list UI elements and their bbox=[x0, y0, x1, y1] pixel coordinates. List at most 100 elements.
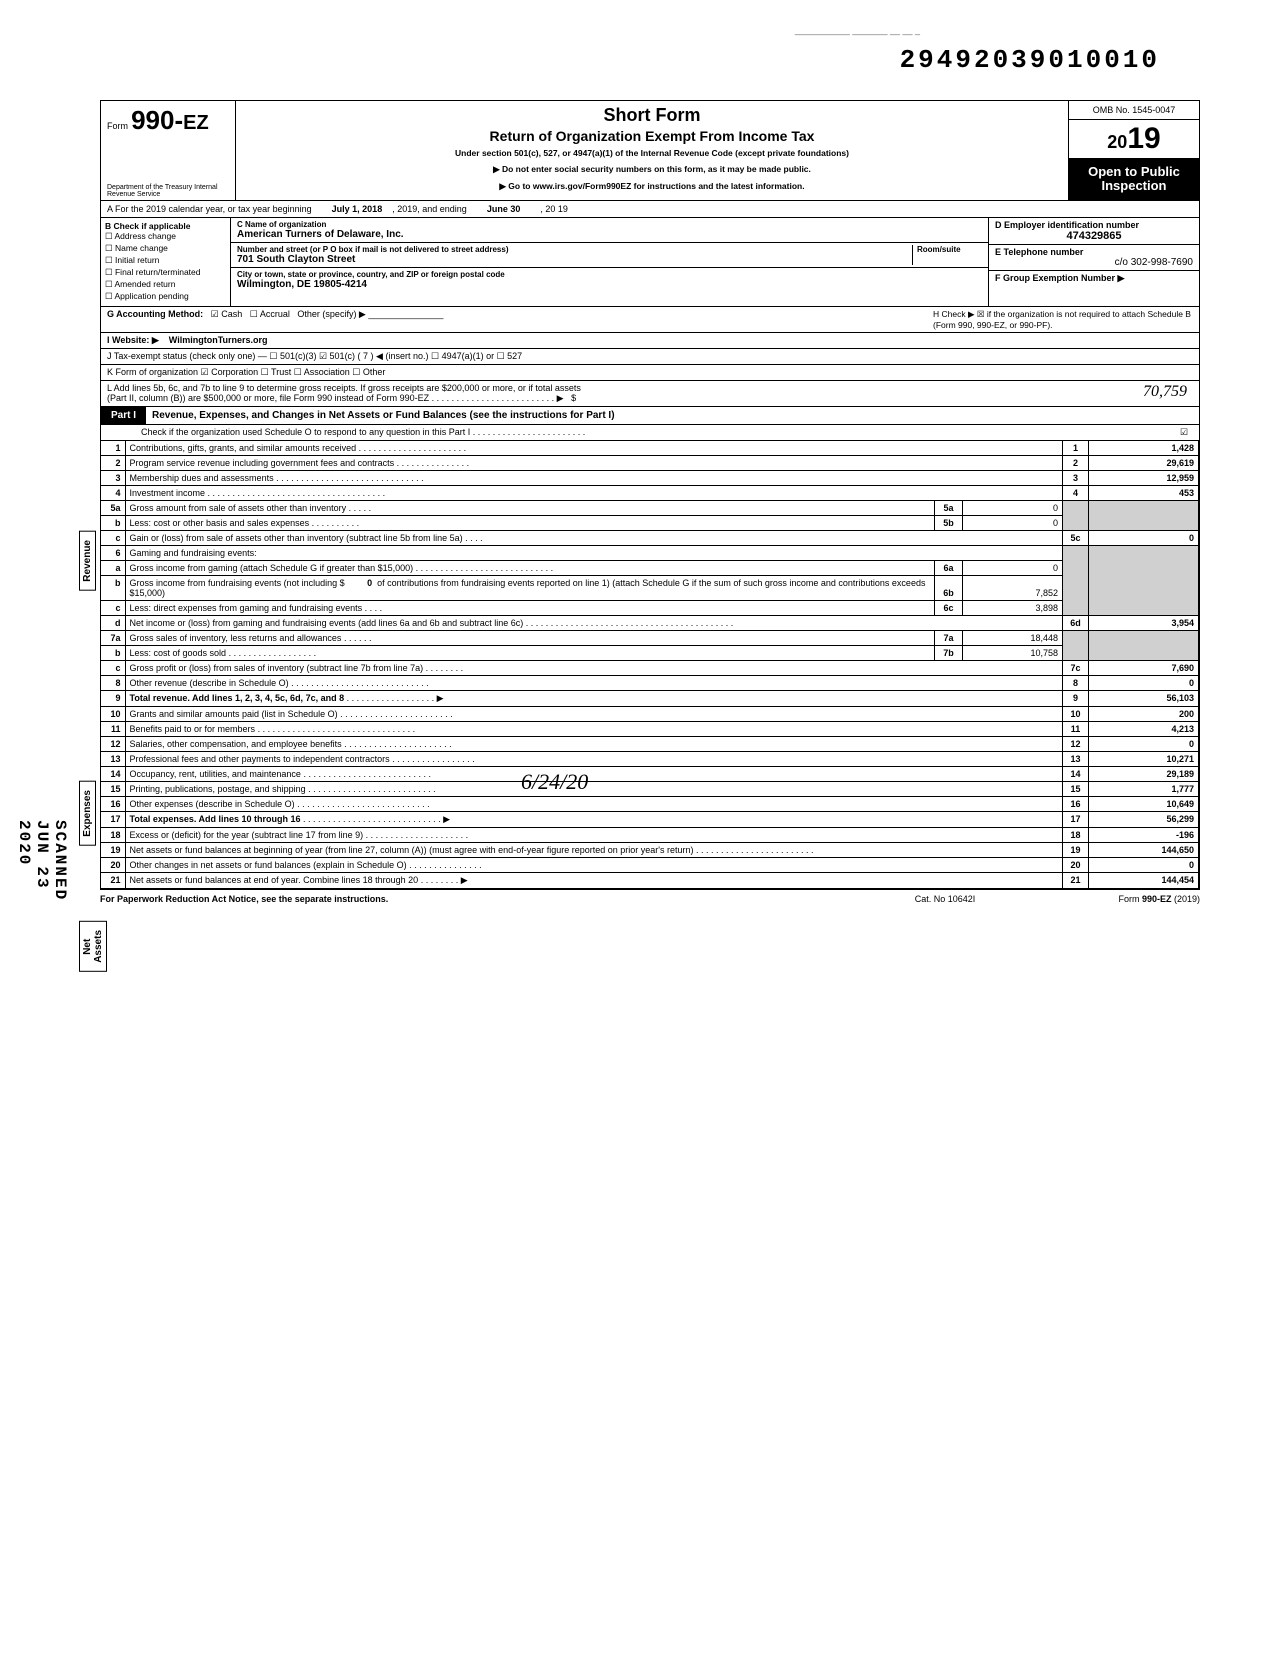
group-exempt-label: F Group Exemption Number ▶ bbox=[995, 273, 1124, 283]
cat-no: Cat. No 10642I bbox=[870, 894, 1020, 904]
street-label: Number and street (or P O box if mail is… bbox=[237, 245, 912, 254]
section-e: E Telephone number c/o 302-998-7690 bbox=[989, 245, 1199, 271]
city-row: City or town, state or province, country… bbox=[231, 268, 988, 292]
chk-final-return[interactable]: Final return/terminated bbox=[105, 267, 226, 278]
chk-name-change[interactable]: Name change bbox=[105, 243, 226, 254]
scanned-stamp: SCANNED JUN 23 2020 bbox=[15, 820, 69, 908]
section-a-end2: , 20 19 bbox=[540, 204, 568, 214]
section-a-mid: , 2019, and ending bbox=[392, 204, 467, 214]
under-section: Under section 501(c), 527, or 4947(a)(1)… bbox=[244, 148, 1060, 158]
line-19: 19Net assets or fund balances at beginni… bbox=[101, 842, 1199, 857]
line-5c: cGain or (loss) from sale of assets othe… bbox=[101, 530, 1199, 545]
row-l-text1: L Add lines 5b, 6c, and 7b to line 9 to … bbox=[107, 383, 1063, 393]
website-note: ▶ Go to www.irs.gov/Form990EZ for instru… bbox=[244, 181, 1060, 192]
other-specify: Other (specify) ▶ bbox=[297, 309, 365, 319]
lines-table: 1Contributions, gifts, grants, and simil… bbox=[101, 441, 1199, 889]
netassets-label: Net Assets bbox=[79, 921, 107, 972]
line-4: 4Investment income . . . . . . . . . . .… bbox=[101, 485, 1199, 500]
street: 701 South Clayton Street bbox=[237, 254, 912, 265]
phone-value: c/o 302-998-7690 bbox=[995, 257, 1193, 268]
row-g-h: G Accounting Method: Cash Accrual Other … bbox=[101, 307, 1199, 333]
tax-year: 2019 bbox=[1069, 120, 1199, 159]
form-number-ez: EZ bbox=[183, 112, 209, 134]
line-16: 16Other expenses (describe in Schedule O… bbox=[101, 796, 1199, 811]
form-container: SCANNED JUN 23 2020 Form 990-EZ Departme… bbox=[100, 100, 1200, 908]
section-b-label: B Check if applicable bbox=[105, 221, 191, 231]
line-2: 2Program service revenue including gover… bbox=[101, 455, 1199, 470]
line-7b: bLess: cost of goods sold . . . . . . . … bbox=[101, 645, 1199, 660]
line-5a: 5aGross amount from sale of assets other… bbox=[101, 500, 1199, 515]
line-3: 3Membership dues and assessments . . . .… bbox=[101, 470, 1199, 485]
section-b: B Check if applicable Address change Nam… bbox=[101, 218, 231, 306]
section-f: F Group Exemption Number ▶ bbox=[989, 271, 1199, 295]
form-title: Short Form bbox=[244, 105, 1060, 126]
line-7a: 7aGross sales of inventory, less returns… bbox=[101, 630, 1199, 645]
org-name-label: C Name of organization bbox=[237, 220, 982, 229]
ssn-note: ▶ Do not enter social security numbers o… bbox=[244, 164, 1060, 175]
header-center: Short Form Return of Organization Exempt… bbox=[236, 101, 1069, 200]
form-ref: Form 990-EZ (2019) bbox=[1020, 894, 1200, 904]
chk-initial-return[interactable]: Initial return bbox=[105, 255, 226, 266]
chk-address-change[interactable]: Address change bbox=[105, 231, 226, 242]
form-header: Form 990-EZ Department of the Treasury I… bbox=[101, 101, 1199, 201]
line-7c: cGross profit or (loss) from sales of in… bbox=[101, 660, 1199, 675]
row-g: G Accounting Method: Cash Accrual Other … bbox=[107, 309, 933, 330]
section-a-label: A For the 2019 calendar year, or tax yea… bbox=[107, 204, 312, 214]
revenue-label: Revenue bbox=[79, 531, 96, 591]
line-10: 10Grants and similar amounts paid (list … bbox=[101, 706, 1199, 721]
row-j: J Tax-exempt status (check only one) — ☐… bbox=[101, 349, 1199, 365]
line-12: 12Salaries, other compensation, and empl… bbox=[101, 736, 1199, 751]
website-label: I Website: ▶ bbox=[107, 335, 159, 345]
section-d: D Employer identification number 4743298… bbox=[989, 218, 1199, 245]
gross-receipts: 70,759 bbox=[1063, 383, 1193, 404]
paperwork-notice: For Paperwork Reduction Act Notice, see … bbox=[100, 894, 870, 904]
city-label: City or town, state or province, country… bbox=[237, 270, 982, 279]
line-11: 11Benefits paid to or for members . . . … bbox=[101, 721, 1199, 736]
expenses-label: Expenses bbox=[79, 781, 96, 846]
line-6: 6Gaming and fundraising events: bbox=[101, 545, 1199, 560]
org-name: American Turners of Delaware, Inc. bbox=[237, 229, 982, 240]
header-right: OMB No. 1545-0047 2019 Open to Public In… bbox=[1069, 101, 1199, 200]
line-17: 17Total expenses. Add lines 10 through 1… bbox=[101, 811, 1199, 827]
revenue-section: Revenue Expenses Net Assets 6/24/20 1Con… bbox=[101, 441, 1199, 889]
room-label: Room/suite bbox=[917, 245, 982, 254]
part-1-header: Part I Revenue, Expenses, and Changes in… bbox=[101, 407, 1199, 425]
chk-cash[interactable] bbox=[211, 309, 219, 319]
row-l-text2: (Part II, column (B)) are $500,000 or mo… bbox=[107, 393, 429, 403]
section-c: C Name of organization American Turners … bbox=[231, 218, 989, 306]
chk-accrual[interactable] bbox=[250, 309, 258, 319]
line-21: 21Net assets or fund balances at end of … bbox=[101, 872, 1199, 888]
city: Wilmington, DE 19805-4214 bbox=[237, 279, 982, 290]
page-top-area: ___________ _______ __ __ _ 294920390100… bbox=[100, 20, 1200, 100]
tax-year-begin: July 1, 2018 bbox=[332, 204, 383, 214]
form-number-990: 990- bbox=[131, 105, 183, 135]
form-prefix: Form bbox=[107, 121, 128, 131]
website-value: WilmingtonTurners.org bbox=[169, 335, 268, 345]
omb-number: OMB No. 1545-0047 bbox=[1069, 101, 1199, 120]
line-6c: cLess: direct expenses from gaming and f… bbox=[101, 600, 1199, 615]
row-k: K Form of organization ☑ Corporation ☐ T… bbox=[101, 365, 1199, 381]
section-bcdef: B Check if applicable Address change Nam… bbox=[101, 218, 1199, 307]
line-9: 9Total revenue. Add lines 1, 2, 3, 4, 5c… bbox=[101, 690, 1199, 706]
accounting-label: G Accounting Method: bbox=[107, 309, 203, 319]
dept-treasury: Department of the Treasury Internal Reve… bbox=[107, 184, 235, 198]
chk-application-pending[interactable]: Application pending bbox=[105, 291, 226, 302]
form-990ez: Form 990-EZ Department of the Treasury I… bbox=[100, 100, 1200, 890]
schedule-o-check: Check if the organization used Schedule … bbox=[101, 425, 1199, 441]
line-14: 14Occupancy, rent, utilities, and mainte… bbox=[101, 766, 1199, 781]
ein-value: 474329865 bbox=[995, 230, 1193, 242]
line-15: 15Printing, publications, postage, and s… bbox=[101, 781, 1199, 796]
line-6d: dNet income or (loss) from gaming and fu… bbox=[101, 615, 1199, 630]
phone-label: E Telephone number bbox=[995, 247, 1083, 257]
line-18: 18Excess or (deficit) for the year (subt… bbox=[101, 827, 1199, 842]
line-6a: aGross income from gaming (attach Schedu… bbox=[101, 560, 1199, 575]
street-row: Number and street (or P O box if mail is… bbox=[231, 243, 988, 268]
top-scribble: ___________ _______ __ __ _ bbox=[795, 25, 920, 35]
line-8: 8Other revenue (describe in Schedule O) … bbox=[101, 675, 1199, 690]
row-i: I Website: ▶ WilmingtonTurners.org bbox=[101, 333, 1199, 349]
header-left: Form 990-EZ Department of the Treasury I… bbox=[101, 101, 236, 200]
line-1: 1Contributions, gifts, grants, and simil… bbox=[101, 441, 1199, 456]
chk-schedule-o[interactable]: ☑ bbox=[1175, 427, 1193, 438]
chk-amended-return[interactable]: Amended return bbox=[105, 279, 226, 290]
form-subtitle: Return of Organization Exempt From Incom… bbox=[244, 128, 1060, 144]
